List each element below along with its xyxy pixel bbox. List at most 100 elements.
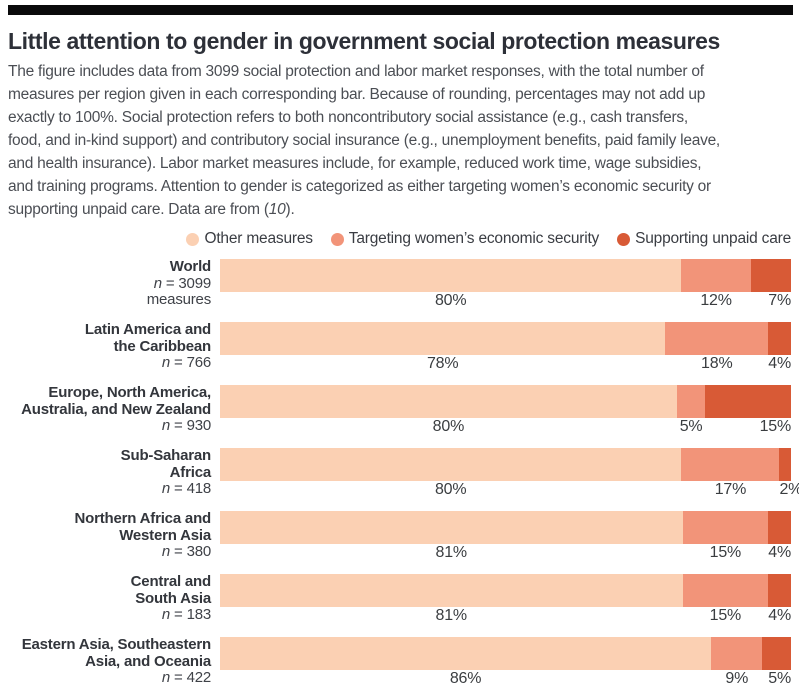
chart-row-latin-america: Latin America and the Caribbean n = 766 …	[8, 321, 791, 372]
bar-segment-other-measures	[220, 259, 682, 292]
region-name: Western Asia	[119, 526, 211, 544]
row-label: Central and South Asia n = 183	[8, 573, 220, 624]
percent-labels: 80% 17% 2%	[220, 481, 799, 498]
legend-dot-targeting-security-icon	[330, 232, 344, 246]
region-name: Asia, and Oceania	[85, 652, 211, 670]
n-count: n = 380	[161, 543, 211, 561]
description-text: The figure includes data from 3099 socia…	[8, 63, 720, 218]
bar-segment-other-measures	[220, 574, 683, 607]
percent-label: 78%	[426, 355, 459, 372]
region-name: Africa	[169, 463, 212, 481]
row-bars: 86% 9% 5%	[220, 637, 791, 687]
percent-label: 9%	[725, 670, 749, 687]
top-rule	[8, 5, 793, 15]
chart-row-europe-north-america: Europe, North America, Australia, and Ne…	[8, 384, 791, 435]
legend-label: Targeting women’s economic security	[348, 230, 600, 247]
percent-label: 7%	[768, 292, 792, 309]
region-name: Eastern Asia, Southeastern	[21, 636, 212, 653]
legend-dot-unpaid-care-icon	[617, 232, 631, 246]
percent-label: 17%	[714, 481, 747, 498]
bar-segment-unpaid-care	[750, 259, 792, 292]
bar-segment-unpaid-care	[762, 637, 791, 670]
bar-segment-targeting-security	[682, 511, 769, 544]
stacked-bar-chart: World n = 3099 measures 80% 12% 7%	[8, 258, 799, 687]
stacked-bar	[220, 448, 791, 481]
row-bars: 80% 17% 2%	[220, 448, 799, 498]
stacked-bar	[220, 259, 792, 292]
percent-labels: 78% 18% 4%	[220, 355, 791, 372]
region-name: Central and	[130, 573, 212, 590]
row-bars: 78% 18% 4%	[220, 322, 791, 372]
percent-labels: 81% 15% 4%	[220, 607, 792, 624]
bar-segment-unpaid-care	[705, 385, 791, 418]
percent-label: 4%	[768, 544, 792, 561]
row-bars: 80% 5% 15%	[220, 385, 791, 435]
region-name: the Caribbean	[113, 337, 212, 355]
bar-segment-other-measures	[220, 385, 677, 418]
n-count: n = 422	[161, 669, 211, 687]
region-name: Northern Africa and	[74, 510, 212, 527]
chart-row-world: World n = 3099 measures 80% 12% 7%	[8, 258, 791, 309]
bar-segment-targeting-security	[682, 574, 769, 607]
percent-labels: 80% 12% 7%	[220, 292, 791, 309]
figure-description: The figure includes data from 3099 socia…	[8, 60, 798, 221]
chart-row-central-south-asia: Central and South Asia n = 183 81% 15% 4…	[8, 573, 792, 624]
percent-labels: 81% 15% 4%	[220, 544, 792, 561]
description-suffix: ).	[285, 201, 295, 218]
percent-label: 5%	[679, 418, 703, 435]
bar-segment-unpaid-care	[768, 322, 791, 355]
percent-label: 2%	[779, 481, 799, 498]
bar-segment-unpaid-care	[768, 574, 792, 607]
n-count: n = 183	[161, 606, 211, 624]
percent-label: 80%	[434, 292, 467, 309]
legend-item-other-measures: Other measures	[186, 230, 313, 248]
row-bars: 80% 12% 7%	[220, 259, 791, 309]
bar-segment-other-measures	[220, 511, 683, 544]
row-label: Latin America and the Caribbean n = 766	[8, 321, 220, 372]
bar-segment-targeting-security	[681, 259, 751, 292]
percent-label: 18%	[701, 355, 733, 372]
row-label: Northern Africa and Western Asia n = 380	[8, 510, 220, 561]
percent-label: 86%	[449, 670, 482, 687]
n-count: n = 930	[161, 417, 211, 435]
row-bars: 81% 15% 4%	[220, 574, 791, 624]
region-name: Latin America and	[84, 321, 211, 338]
n-count: n = 418	[161, 480, 211, 498]
chart-row-northern-africa-western-asia: Northern Africa and Western Asia n = 380…	[8, 510, 792, 561]
percent-label: 81%	[435, 607, 468, 624]
chart-row-eastern-asia-oceania: Eastern Asia, Southeastern Asia, and Oce…	[8, 636, 792, 687]
percent-label: 4%	[768, 607, 792, 624]
row-label: World n = 3099 measures	[8, 258, 220, 309]
chart-row-sub-saharan-africa: Sub-Saharan Africa n = 418 80% 17% 2%	[8, 447, 799, 498]
bar-segment-other-measures	[220, 322, 666, 355]
bar-segment-other-measures	[220, 448, 682, 481]
legend-label: Supporting unpaid care	[635, 230, 791, 247]
bar-segment-other-measures	[220, 637, 712, 670]
bar-segment-unpaid-care	[768, 511, 792, 544]
legend-label: Other measures	[204, 230, 313, 247]
percent-label: 81%	[435, 544, 468, 561]
reference-citation: 10	[268, 201, 286, 218]
bar-segment-unpaid-care	[779, 448, 791, 481]
n-count: n = 3099	[153, 274, 211, 292]
stacked-bar	[220, 637, 791, 670]
stacked-bar	[220, 385, 791, 418]
region-name: Europe, North America,	[48, 384, 211, 401]
legend-item-unpaid-care: Supporting unpaid care	[617, 230, 791, 248]
percent-label: 80%	[434, 481, 467, 498]
n-count: n = 766	[161, 354, 211, 372]
stacked-bar	[220, 511, 792, 544]
bar-segment-targeting-security	[665, 322, 769, 355]
region-name: World	[169, 258, 211, 275]
row-bars: 81% 15% 4%	[220, 511, 791, 561]
bar-segment-targeting-security	[711, 637, 763, 670]
legend: Other measures Targeting women’s economi…	[8, 230, 791, 248]
percent-label: 4%	[768, 355, 791, 372]
region-name: Australia, and New Zealand	[21, 400, 211, 418]
region-name: South Asia	[135, 589, 211, 607]
percent-labels: 80% 5% 15%	[220, 418, 792, 435]
stacked-bar	[220, 322, 791, 355]
percent-label: 15%	[709, 607, 742, 624]
percent-label: 15%	[759, 418, 792, 435]
